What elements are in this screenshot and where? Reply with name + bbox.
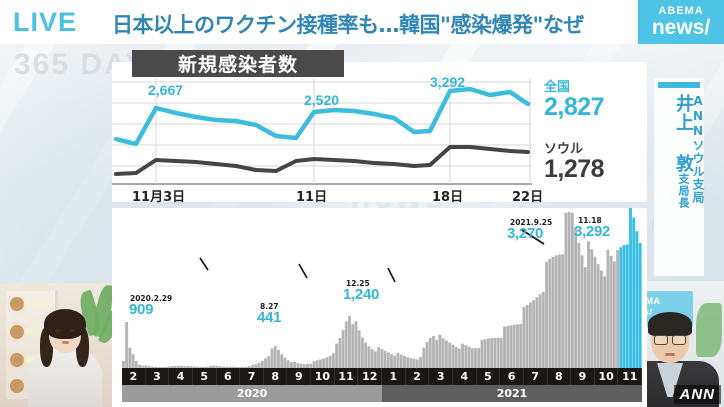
month-tick-6: 6 bbox=[217, 368, 241, 385]
top-chart-legend: 全国 2,827 ソウル 1,278 bbox=[544, 76, 644, 188]
nameplate-accent-bar bbox=[658, 82, 700, 88]
month-tick-10: 10 bbox=[311, 368, 335, 385]
shelf-lamp-icon bbox=[26, 301, 54, 306]
annotation-value-441: 441 bbox=[257, 309, 282, 326]
legend-label-national: 全国 bbox=[544, 80, 571, 95]
nameplate-name: 井上 敦支局長 bbox=[673, 92, 694, 274]
month-tick-8: 8 bbox=[264, 368, 288, 385]
shelf-bulb-icon bbox=[10, 353, 24, 367]
headline-text: 日本以上のワクチン接種率も…韓国"感染爆発"なぜ bbox=[112, 13, 584, 37]
abema-news-logo: ABEMA news/ bbox=[638, 0, 724, 44]
shelf-lamp-icon bbox=[26, 329, 54, 334]
legend-value-national: 2,827 bbox=[544, 93, 605, 121]
month-tick-12: 12 bbox=[358, 368, 383, 385]
month-tick-7: 7 bbox=[240, 368, 264, 385]
glasses-icon bbox=[654, 335, 668, 345]
annotation-date-11-18: 11.18 bbox=[578, 216, 602, 225]
nameplate-columns: ANNソウル支局 井上 敦支局長 bbox=[654, 92, 705, 274]
studio-presenter-left bbox=[0, 283, 128, 407]
month-tick-11: 11 bbox=[335, 368, 359, 385]
x-axis-label-nov3: 11月3日 bbox=[132, 190, 186, 205]
bottom-bar-chart-plot bbox=[122, 208, 642, 368]
top-line-chart-plot bbox=[112, 78, 532, 185]
peak-label-2667: 2,667 bbox=[148, 82, 184, 98]
broadcaster-badge: ANN bbox=[673, 385, 721, 404]
x-axis-label-nov11: 11日 bbox=[296, 190, 328, 205]
bar-series bbox=[122, 208, 642, 368]
month-tick-5: 5 bbox=[477, 368, 501, 385]
annotation-leader-3270 bbox=[521, 229, 545, 245]
nameplate-person-name: 井上 敦 bbox=[673, 94, 694, 173]
month-tick-6: 6 bbox=[500, 368, 524, 385]
annotation-date-2020-2-29: 2020.2.29 bbox=[130, 294, 173, 303]
month-tick-4: 4 bbox=[169, 368, 193, 385]
annotation-date-2021-9-25: 2021.9.25 bbox=[510, 218, 553, 227]
presenter-right-hair bbox=[648, 312, 692, 336]
abema-logo-line2: news/ bbox=[651, 16, 711, 39]
abema-logo-line1: ABEMA bbox=[658, 5, 704, 17]
month-tick-5: 5 bbox=[193, 368, 217, 385]
shelf-bulb-icon bbox=[10, 379, 24, 393]
presenter-left-eye bbox=[70, 329, 75, 332]
annotation-value-1240: 1,240 bbox=[343, 286, 380, 303]
month-tick-10: 10 bbox=[595, 368, 619, 385]
month-tick-9: 9 bbox=[287, 368, 312, 385]
backdrop-plant-icon bbox=[696, 303, 722, 357]
peak-label-2520: 2,520 bbox=[304, 92, 340, 108]
peak-label-3292: 3,292 bbox=[430, 74, 466, 90]
month-tick-2: 2 bbox=[406, 368, 430, 385]
presenter-left-eye bbox=[55, 329, 60, 332]
shelf-bulb-icon bbox=[10, 297, 24, 311]
bottom-bar-chart-panel: 2020.2.29 909 8.27 441 12.25 1,240 2021.… bbox=[112, 208, 647, 407]
annotation-value-3270: 3,270 bbox=[507, 225, 544, 242]
month-tick-8: 8 bbox=[548, 368, 572, 385]
legend-label-seoul: ソウル bbox=[544, 142, 584, 157]
bottom-chart-month-axis: 2 3 4 5 6 7 8 9 10 11 12 1 2 3 4 5 6 7 8 9 10 11 bbox=[122, 368, 643, 385]
glasses-icon bbox=[672, 335, 686, 345]
live-badge: LIVE bbox=[13, 7, 78, 37]
month-tick-2: 2 bbox=[122, 368, 146, 385]
top-line-chart-panel: 全国 2,827 ソウル 1,278 2,667 2,520 3,292 11月… bbox=[112, 62, 647, 205]
presenter-left-mouth bbox=[62, 341, 69, 344]
year-label-2021: 2021 bbox=[382, 385, 642, 402]
annotation-date-12-25: 12.25 bbox=[346, 279, 370, 288]
annotation-leader-441 bbox=[298, 263, 308, 279]
chart-title-banner: 新規感染者数 bbox=[132, 50, 344, 77]
month-tick-1: 1 bbox=[382, 368, 406, 385]
annotation-value-3292: 3,292 bbox=[574, 223, 611, 240]
annotation-leader-1240 bbox=[387, 267, 396, 283]
news-header-bar: LIVE 日本以上のワクチン接種率も…韓国"感染爆発"なぜ ABEMA news… bbox=[0, 0, 724, 44]
nameplate-title-suffix: 支局長 bbox=[677, 173, 690, 209]
annotation-leader-909 bbox=[199, 257, 209, 271]
nameplate-organization: ANNソウル支局 bbox=[691, 94, 705, 204]
guest-nameplate: ANNソウル支局 井上 敦支局長 bbox=[654, 78, 705, 276]
annotation-date-8-27: 8.27 bbox=[260, 302, 279, 311]
presenter-right-mouth bbox=[665, 353, 675, 356]
month-tick-3: 3 bbox=[146, 368, 170, 385]
top-chart-x-axis: 11月3日 11日 18日 22日 bbox=[112, 186, 543, 205]
month-tick-7: 7 bbox=[524, 368, 548, 385]
presenter-left-hair bbox=[44, 309, 86, 339]
presenter-left-body bbox=[28, 349, 102, 407]
legend-value-seoul: 1,278 bbox=[544, 155, 605, 183]
month-tick-3: 3 bbox=[429, 368, 453, 385]
x-axis-label-nov22: 22日 bbox=[512, 190, 544, 205]
seoul-line-series bbox=[114, 145, 530, 176]
annotation-value-909: 909 bbox=[129, 301, 154, 318]
shelf-bulb-icon bbox=[10, 325, 24, 339]
x-axis-label-nov18: 18日 bbox=[432, 190, 464, 205]
month-tick-4: 4 bbox=[453, 368, 477, 385]
bottom-chart-year-axis: 2020 2021 bbox=[122, 385, 642, 402]
month-tick-11: 11 bbox=[618, 368, 643, 385]
year-label-2020: 2020 bbox=[122, 385, 382, 402]
month-tick-9: 9 bbox=[571, 368, 595, 385]
national-line-series bbox=[113, 86, 531, 147]
